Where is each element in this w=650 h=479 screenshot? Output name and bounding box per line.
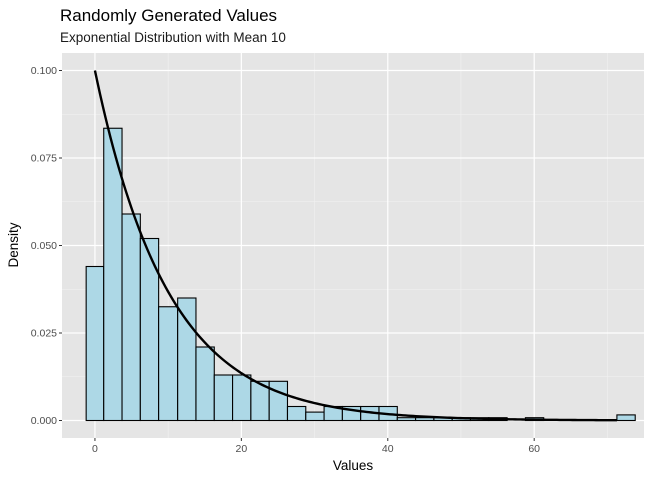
chart-title: Randomly Generated Values	[60, 6, 277, 25]
histogram-bar	[268, 380, 289, 422]
histogram-bar	[177, 297, 197, 422]
density-curve	[93, 70, 617, 422]
histogram-bar	[213, 374, 234, 422]
x-axis-title: Values	[333, 458, 374, 473]
y-tick-label: 0.050	[31, 240, 57, 252]
y-tick-label: 0.075	[31, 153, 57, 165]
histogram-bar	[396, 417, 417, 422]
histogram-bar	[616, 414, 636, 422]
histogram-bar	[195, 346, 215, 422]
histogram-bar	[121, 213, 141, 422]
histogram-bar	[85, 265, 105, 422]
y-tick-label: 0.025	[31, 328, 57, 340]
y-axis: 0.000 0.025 0.050 0.075 0.100	[31, 65, 62, 427]
y-tick-label: 0.000	[31, 415, 57, 427]
gridlines	[62, 53, 644, 438]
histogram-bar	[232, 374, 252, 422]
histogram-bar	[305, 411, 325, 422]
x-axis: 0 20 40 60	[92, 438, 540, 455]
x-tick-label: 40	[382, 443, 394, 455]
y-axis-title: Density	[6, 222, 21, 267]
chart-subtitle: Exponential Distribution with Mean 10	[60, 30, 286, 45]
histogram-bar	[286, 405, 307, 422]
x-tick-label: 20	[236, 443, 248, 455]
histogram-bar	[158, 306, 179, 422]
x-tick-label: 60	[528, 443, 540, 455]
y-tick-label: 0.100	[31, 65, 57, 77]
x-tick-label: 0	[92, 443, 98, 455]
